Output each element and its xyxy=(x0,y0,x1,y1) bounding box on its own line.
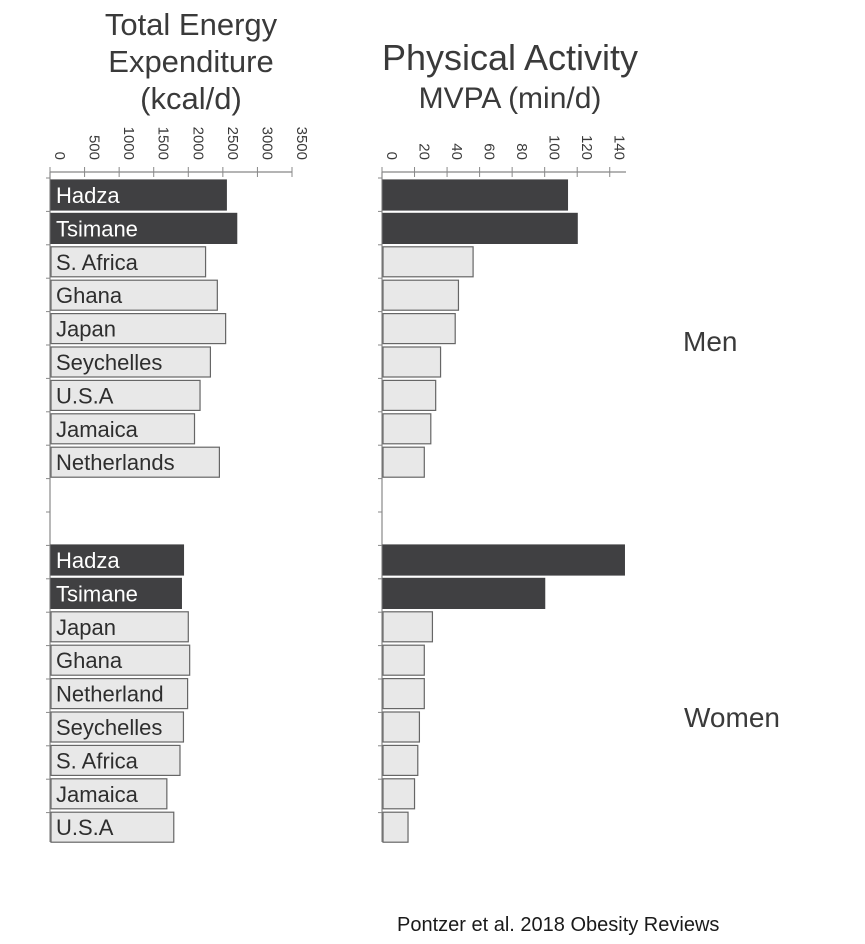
pa-tick-label: 120 xyxy=(578,135,595,160)
tee-men-category-label: S. Africa xyxy=(56,250,139,275)
pa-tick-label: 20 xyxy=(416,143,433,160)
tee-women-bar xyxy=(50,577,182,610)
pa-chart-title: Physical Activity MVPA (min/d) xyxy=(360,40,660,114)
pa-men-bar xyxy=(382,379,437,411)
tee-women-bar xyxy=(50,711,185,743)
tee-women-category-label: Ghana xyxy=(56,648,123,673)
pa-women-bar xyxy=(382,677,425,710)
pa-women-bar xyxy=(382,811,409,843)
pa-title-line1: Physical Activity xyxy=(381,37,639,78)
tee-tick-label: 0 xyxy=(51,152,68,160)
group-label-women: Women xyxy=(684,702,780,733)
pa-tick-label: 80 xyxy=(513,143,530,160)
tee-women-category-label: Jamaica xyxy=(56,782,139,807)
tee-tick-label: 3000 xyxy=(258,127,275,160)
tee-men-bar xyxy=(50,246,207,278)
pa-men-bar xyxy=(382,313,456,345)
tee-men-bar xyxy=(50,313,227,345)
tee-women-bar xyxy=(50,611,189,643)
tee-tick-label: 500 xyxy=(86,135,103,160)
tee-men-category-label: Japan xyxy=(56,317,116,342)
tee-women-bar xyxy=(50,544,185,576)
pa-tick-label: 100 xyxy=(546,135,563,160)
tee-tick-label: 3500 xyxy=(293,127,310,160)
tee-women-category-label: Netherland xyxy=(56,682,164,707)
tee-men-category-label: Ghana xyxy=(56,283,123,308)
tee-women-bar xyxy=(50,677,189,710)
tee-men-bar xyxy=(50,446,220,478)
tee-men-category-label: U.S.A xyxy=(56,383,114,408)
pa-tick-label: 40 xyxy=(448,143,465,160)
pa-men-bar xyxy=(382,246,474,278)
tee-tick-label: 1500 xyxy=(155,127,172,160)
tee-men-category-label: Tsimane xyxy=(56,216,138,241)
pa-title-line2: MVPA (min/d) xyxy=(418,82,602,115)
tee-men-bar xyxy=(50,212,238,244)
pa-men-bar xyxy=(382,212,578,244)
tee-tick-label: 1000 xyxy=(120,127,137,160)
pa-women-bar xyxy=(382,744,419,777)
tee-women-category-label: Tsimane xyxy=(56,581,138,606)
group-label-men: Men xyxy=(683,326,738,357)
pa-men-bar xyxy=(382,413,432,445)
tee-men-bar xyxy=(50,379,201,411)
tee-men-bar xyxy=(50,346,212,378)
pa-men-bar xyxy=(382,446,425,478)
tee-men-category-label: Netherlands xyxy=(56,450,175,475)
tee-men-category-label: Jamaica xyxy=(56,417,139,442)
tee-women-bar xyxy=(50,644,191,676)
tee-men-category-label: Hadza xyxy=(56,183,120,208)
tee-women-bar xyxy=(50,778,168,810)
tee-women-bar xyxy=(50,744,181,777)
pa-women-bar xyxy=(382,711,421,743)
pa-women-bar xyxy=(382,611,434,643)
pa-women-bar xyxy=(382,577,546,610)
pa-men-bar xyxy=(382,346,442,378)
tee-women-category-label: Hadza xyxy=(56,548,120,573)
tee-men-bar xyxy=(50,413,196,445)
pa-men-bar xyxy=(382,279,460,311)
citation: Pontzer et al. 2018 Obesity Reviews xyxy=(397,914,720,936)
tee-chart-title: Total Energy Expenditure (kcal/d) xyxy=(60,6,322,118)
tee-men-category-label: Seychelles xyxy=(56,350,162,375)
tee-title-line1: Total Energy xyxy=(104,7,278,42)
pa-women-bar xyxy=(382,544,625,576)
tee-men-bar xyxy=(50,279,218,311)
pa-tick-label: 140 xyxy=(611,135,628,160)
tee-title-unit: (kcal/d) xyxy=(140,81,242,117)
tee-title-line2: Expenditure xyxy=(108,44,274,80)
pa-tick-label: 0 xyxy=(383,152,400,160)
pa-tick-label: 60 xyxy=(481,143,498,160)
pa-women-bar xyxy=(382,644,425,676)
tee-women-category-label: S. Africa xyxy=(56,748,139,773)
tee-women-category-label: Seychelles xyxy=(56,715,162,740)
tee-women-bar xyxy=(50,811,175,843)
tee-women-category-label: Japan xyxy=(56,615,116,640)
tee-tick-label: 2000 xyxy=(189,127,206,160)
tee-tick-label: 2500 xyxy=(224,127,241,160)
pa-men-bar xyxy=(382,179,569,211)
tee-women-category-label: U.S.A xyxy=(56,815,114,840)
pa-women-bar xyxy=(382,778,416,810)
tee-men-bar xyxy=(50,179,227,211)
